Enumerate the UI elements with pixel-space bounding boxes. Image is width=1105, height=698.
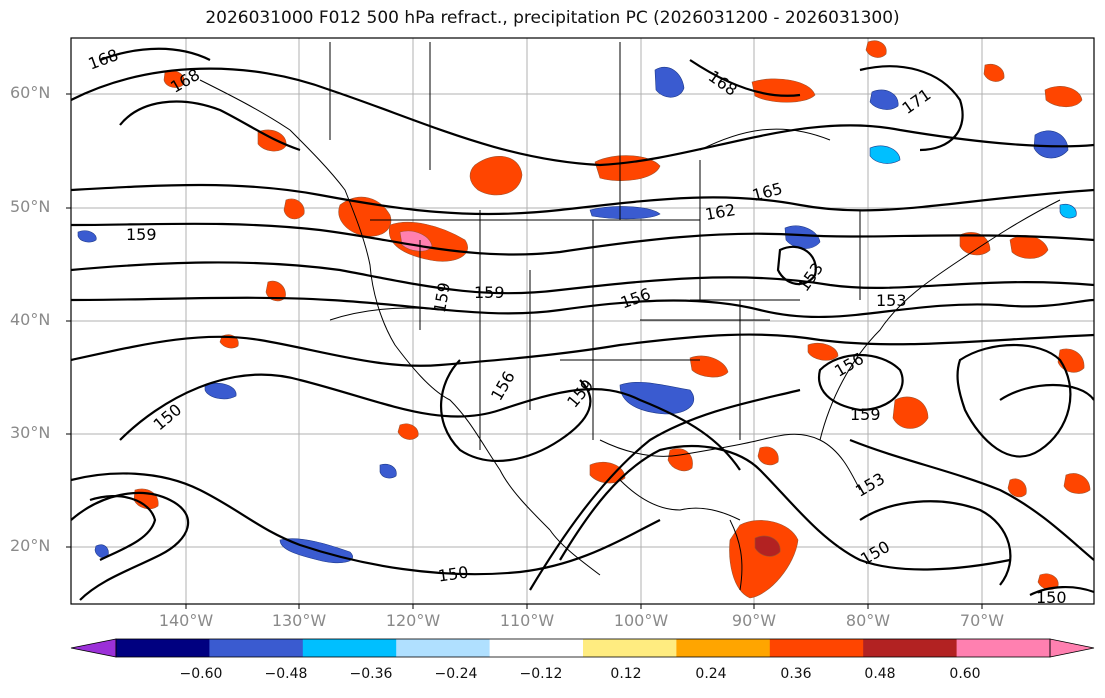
colorbar-segment — [302, 639, 397, 657]
colorbar-segment — [956, 639, 1051, 657]
lon-label-100w: 100°W — [613, 611, 669, 630]
colorbar-tick: −0.12 — [519, 666, 563, 682]
lon-label-70w: 70°W — [959, 611, 1005, 630]
colorbar-tick: −0.24 — [434, 666, 478, 682]
colorbar-segment — [116, 639, 210, 657]
colorbar-segment — [489, 639, 584, 657]
colorbar-tick: −0.48 — [264, 666, 308, 682]
precip-negative-areas — [77, 66, 1077, 564]
lat-label-60n: 60°N — [10, 83, 51, 102]
colorbar-tick: −0.36 — [349, 666, 393, 682]
contour-label: 150 — [1036, 588, 1067, 607]
colorbar-tick: 0.24 — [695, 666, 727, 682]
axis-ticks — [66, 93, 983, 609]
lon-label-120w: 120°W — [385, 611, 441, 630]
contour-label: 159 — [474, 283, 505, 302]
colorbar-segment — [209, 639, 304, 657]
lon-label-110w: 110°W — [499, 611, 555, 630]
lon-label-140w: 140°W — [158, 611, 214, 630]
colorbar-extension-high — [1049, 638, 1095, 658]
contour-label: 159 — [850, 405, 881, 424]
graticule — [71, 38, 1094, 604]
colorbar-segment — [583, 639, 677, 657]
colorbar-segment — [396, 639, 491, 657]
colorbar-tick: 0.48 — [864, 666, 896, 682]
contour-label: 159 — [126, 225, 157, 244]
colorbar-border — [115, 638, 1051, 658]
lat-label-50n: 50°N — [10, 197, 51, 216]
colorbar — [70, 638, 1095, 658]
lon-label-90w: 90°W — [731, 611, 777, 630]
coastlines — [199, 42, 1061, 591]
lon-label-130w: 130°W — [271, 611, 327, 630]
map-title: 2026031000 F012 500 hPa refract., precip… — [205, 8, 900, 28]
contour-label: 150 — [437, 563, 470, 586]
colorbar-extension-low — [70, 638, 117, 658]
lat-label-30n: 30°N — [10, 423, 51, 442]
lat-label-40n: 40°N — [10, 310, 51, 329]
height-contours — [71, 47, 1094, 601]
colorbar-tick: 0.12 — [610, 666, 642, 682]
lon-label-80w: 80°W — [845, 611, 891, 630]
colorbar-tick: 0.60 — [949, 666, 981, 682]
colorbar-segment — [676, 639, 771, 657]
contour-label: 153 — [876, 291, 907, 310]
lat-label-20n: 20°N — [10, 536, 51, 555]
colorbar-tick: −0.60 — [179, 666, 223, 682]
colorbar-segment — [863, 639, 958, 657]
colorbar-segment — [769, 639, 864, 657]
colorbar-tick: 0.36 — [780, 666, 812, 682]
